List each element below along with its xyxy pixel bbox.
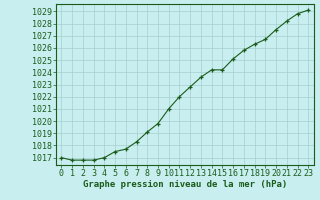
X-axis label: Graphe pression niveau de la mer (hPa): Graphe pression niveau de la mer (hPa) [83,180,287,189]
